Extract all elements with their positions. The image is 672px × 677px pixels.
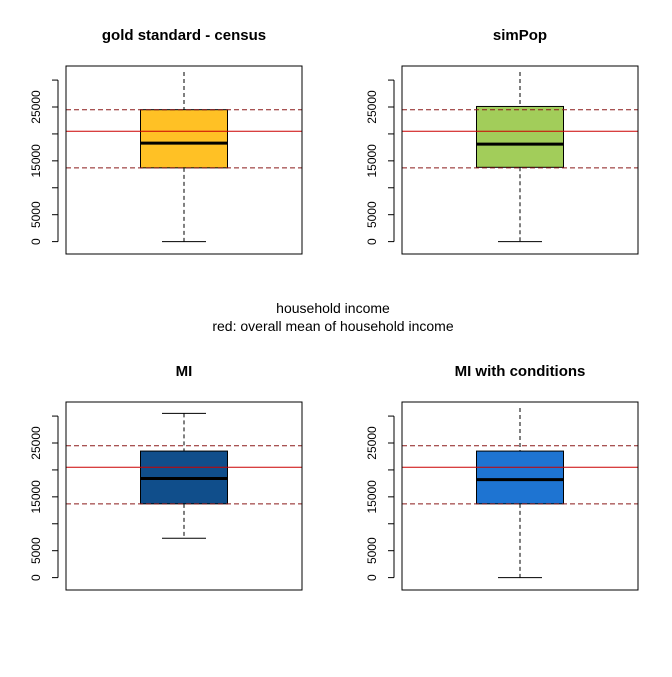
iqr-box [476, 450, 564, 505]
y-tick-label: 0 [365, 574, 379, 581]
y-tick-label: 25000 [29, 90, 43, 124]
y-tick-label: 0 [29, 238, 43, 245]
plot-frame [401, 401, 639, 591]
y-tick-label: 15000 [365, 144, 379, 178]
y-tick-label: 15000 [29, 480, 43, 514]
y-tick-label: 25000 [365, 90, 379, 124]
panel-title: MI [176, 363, 193, 380]
panel-title: gold standard - census [102, 27, 266, 44]
y-tick-label: 5000 [29, 201, 43, 228]
panel-title: MI with conditions [455, 363, 586, 380]
center-label-line1: household income [276, 300, 390, 316]
center-label-line2: red: overall mean of household income [212, 318, 453, 334]
y-tick-label: 15000 [365, 480, 379, 514]
plot-frame [65, 401, 303, 591]
y-tick-label: 0 [365, 238, 379, 245]
y-tick-label: 5000 [29, 537, 43, 564]
y-tick-label: 0 [29, 574, 43, 581]
y-tick-label: 5000 [365, 537, 379, 564]
y-tick-label: 15000 [29, 144, 43, 178]
y-tick-label: 5000 [365, 201, 379, 228]
y-tick-label: 25000 [365, 426, 379, 460]
iqr-box [140, 109, 228, 169]
y-tick-label: 25000 [29, 426, 43, 460]
panel-title: simPop [493, 27, 547, 44]
plot-frame [65, 65, 303, 255]
plot-frame [401, 65, 639, 255]
iqr-box [476, 105, 564, 168]
